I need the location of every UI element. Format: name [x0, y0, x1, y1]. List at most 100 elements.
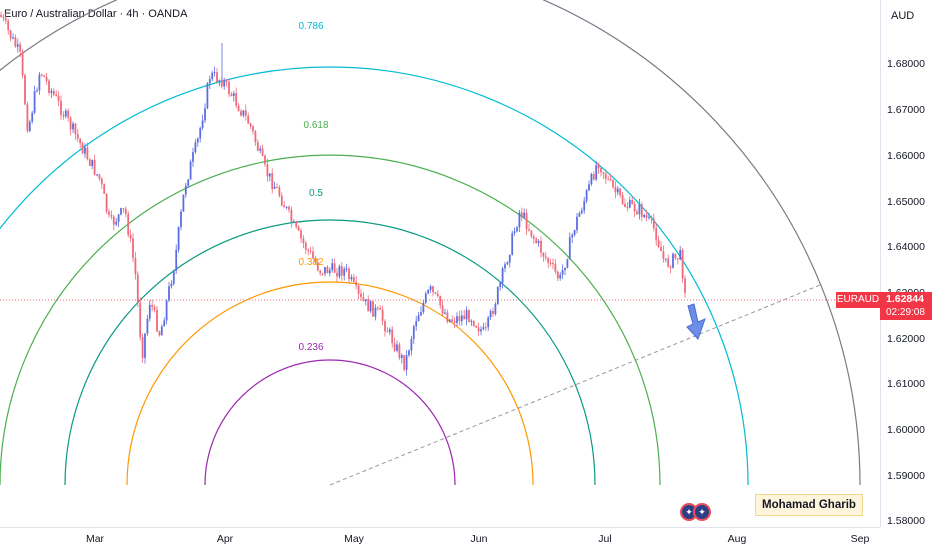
candle-body [376, 307, 379, 309]
candle-body [607, 178, 610, 180]
price-label: 1.62000 [887, 333, 925, 345]
price-axis[interactable]: AUD 1.68000 1.67000 1.66000 1.65000 1.64… [880, 0, 932, 527]
candle-body [532, 236, 535, 239]
fib-label: 0.236 [298, 342, 323, 353]
candle-body [165, 300, 168, 321]
candle-body [312, 251, 314, 259]
candle-body [40, 74, 43, 76]
chart-area[interactable]: Euro / Australian Dollar · 4h · OANDA 0.… [0, 0, 880, 527]
candle-body [33, 91, 36, 113]
candle-body [259, 148, 262, 151]
candle-body [676, 258, 679, 260]
candle-body [184, 185, 187, 195]
candle-body [453, 321, 456, 323]
candle-body [170, 283, 173, 287]
event-badge-icon[interactable]: ✦ [693, 503, 711, 521]
candle-body [16, 44, 19, 47]
candle-body [446, 312, 449, 322]
price-label: 1.59000 [887, 470, 925, 482]
candle-body [636, 211, 638, 215]
candle-body [122, 208, 125, 210]
candle-body [412, 326, 415, 340]
candle-body [650, 216, 653, 219]
candle-body [86, 147, 89, 160]
candle-body [168, 286, 170, 301]
candle-body [504, 264, 506, 269]
candle-body [609, 179, 612, 181]
chart-title: Euro / Australian Dollar · 4h · OANDA [4, 8, 188, 20]
fib-arc-0.382 [126, 281, 534, 486]
candle-body [628, 199, 631, 208]
candle-body [230, 94, 233, 97]
candle-body [67, 110, 70, 118]
candle-body [62, 115, 65, 117]
candle-body [105, 193, 108, 212]
candle-body [518, 212, 521, 228]
candle-body [326, 266, 329, 274]
candle-body [252, 126, 254, 132]
candle-body [664, 258, 667, 260]
candle-body [247, 115, 250, 124]
fib-arc-0.618 [0, 154, 661, 486]
candle-body [292, 221, 295, 223]
candle-body [50, 90, 53, 93]
axis-currency: AUD [891, 10, 915, 22]
candle-body [273, 186, 276, 189]
fib-label: 0.786 [298, 21, 323, 32]
candle-body [0, 15, 2, 17]
candle-body [508, 254, 511, 263]
candle-body [182, 194, 185, 212]
candle-body [141, 337, 144, 358]
candle-body [237, 105, 240, 112]
chart-canvas[interactable]: 0.236 0.382 0.5 0.618 0.786 [0, 0, 880, 527]
candle-body [403, 355, 406, 370]
candle-body [192, 152, 194, 162]
candle-body [369, 301, 372, 312]
candle-body [199, 127, 202, 139]
fib-label: 0.382 [298, 257, 323, 268]
candle-body [55, 94, 58, 97]
candle-body [69, 117, 72, 130]
candle-body [223, 81, 226, 87]
candle-body [79, 138, 82, 144]
candle-body [115, 221, 118, 225]
candle-body [528, 229, 530, 231]
candle-body [523, 212, 526, 218]
candle-body [352, 277, 355, 282]
candle-body [381, 309, 384, 322]
candle-body [576, 216, 578, 231]
candle-body [158, 331, 161, 336]
candle-body [530, 230, 533, 237]
candle-body [616, 188, 619, 193]
candle-body [600, 168, 602, 173]
candle-body [487, 317, 490, 328]
candle-body [232, 93, 235, 97]
candle-body [415, 321, 418, 327]
candle-body [340, 266, 343, 276]
candle-body [189, 161, 192, 180]
candle-body [626, 207, 629, 209]
candle-body [631, 199, 634, 205]
candle-body [388, 329, 391, 333]
candle-body [480, 329, 482, 332]
candle-body [110, 215, 113, 217]
candle-body [612, 180, 614, 187]
candle-body [439, 296, 442, 306]
candle-body [393, 343, 396, 351]
candle-body [640, 204, 643, 217]
candle-body [295, 221, 298, 227]
candle-body [667, 258, 670, 267]
candle-body [362, 297, 365, 302]
candle-body [96, 174, 98, 176]
time-axis[interactable]: Mar Apr May Jun Jul Aug Sep [0, 527, 880, 551]
candle-body [364, 299, 367, 302]
candle-body [436, 293, 439, 297]
candle-body [405, 355, 408, 370]
candle-body [571, 234, 574, 238]
candle-body [535, 238, 538, 243]
fib-labels: 0.236 0.382 0.5 0.618 0.786 [298, 21, 328, 353]
candle-body [266, 164, 269, 177]
candle-body [463, 315, 466, 320]
candle-body [31, 112, 34, 122]
candle-body [321, 273, 324, 275]
